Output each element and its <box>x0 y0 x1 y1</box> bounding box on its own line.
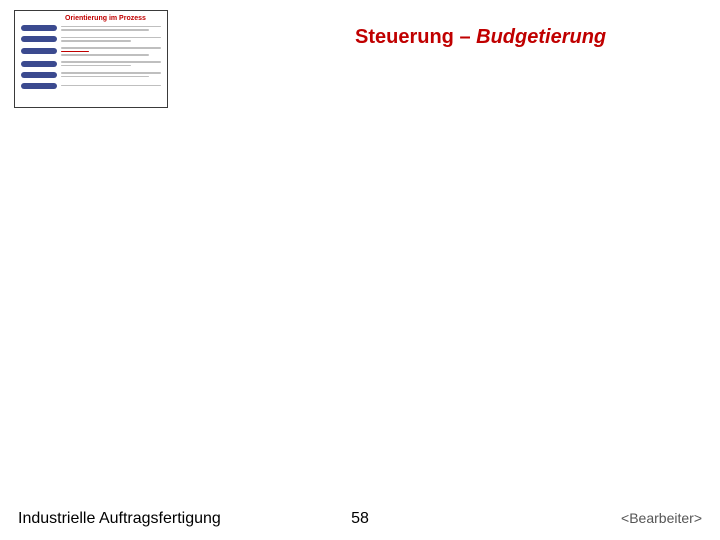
thumb-line <box>61 85 161 87</box>
thumb-row <box>21 83 161 89</box>
thumb-pill <box>21 72 57 78</box>
thumb-lines <box>61 37 161 42</box>
thumb-header-text: Orientierung im Prozess <box>65 15 146 22</box>
thumb-line <box>61 40 131 42</box>
thumb-lines <box>61 61 161 66</box>
thumb-pill <box>21 83 57 89</box>
thumb-pill <box>21 25 57 31</box>
thumb-lines <box>61 72 161 77</box>
thumb-line <box>61 76 149 78</box>
process-overview-thumbnail: Orientierung im Prozess <box>14 10 168 108</box>
thumb-row <box>21 72 161 78</box>
thumb-lines <box>61 85 161 87</box>
thumb-row <box>21 36 161 42</box>
footer-left: Industrielle Auftragsfertigung <box>18 510 221 528</box>
thumb-line <box>61 37 161 39</box>
slide-title: Steuerung – Budgetierung <box>355 26 606 49</box>
thumb-line <box>61 54 149 56</box>
thumb-line <box>61 61 161 63</box>
slide-footer: Industrielle Auftragsfertigung 58 <Bearb… <box>18 510 702 528</box>
thumb-header: Orientierung im Prozess <box>65 15 161 22</box>
thumb-row <box>21 25 161 31</box>
thumb-row <box>21 61 161 67</box>
thumb-pill <box>21 48 57 54</box>
slide: Orientierung im Prozess Steuerung – Budg… <box>0 0 720 540</box>
thumb-line <box>61 72 161 74</box>
thumb-line-highlight <box>61 51 89 53</box>
thumb-pill <box>21 61 57 67</box>
thumb-rows <box>21 25 161 92</box>
thumb-row <box>21 47 161 56</box>
thumb-line <box>61 65 131 67</box>
thumb-lines <box>61 26 161 31</box>
title-emphasis: Budgetierung <box>476 26 606 48</box>
thumb-line <box>61 29 149 31</box>
footer-page-number: 58 <box>351 510 369 528</box>
footer-editor-placeholder: <Bearbeiter> <box>621 510 702 526</box>
thumb-line <box>61 47 161 49</box>
title-prefix: Steuerung – <box>355 26 476 48</box>
thumb-lines <box>61 47 161 56</box>
thumb-pill <box>21 36 57 42</box>
thumb-line <box>61 26 161 28</box>
